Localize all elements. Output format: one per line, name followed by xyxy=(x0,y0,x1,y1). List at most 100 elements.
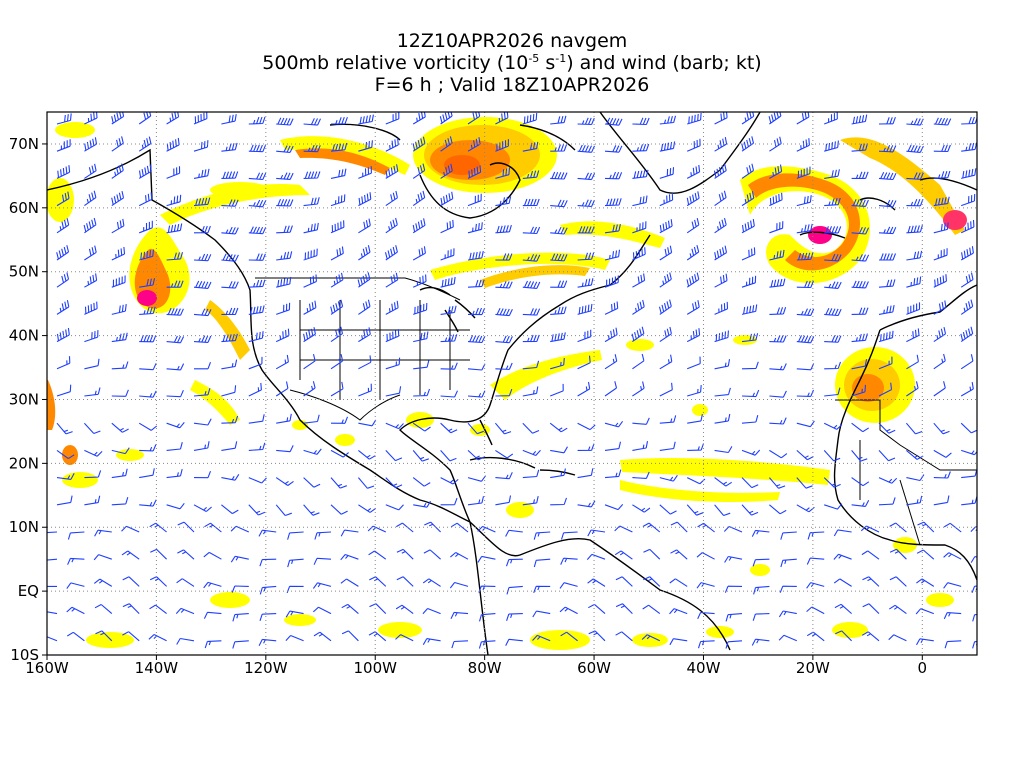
wind-barb xyxy=(467,496,485,506)
wind-barb xyxy=(577,329,592,343)
wind-barb xyxy=(823,422,843,430)
wind-barb xyxy=(686,164,701,179)
wind-barb xyxy=(669,608,688,615)
wind-barb xyxy=(878,117,896,125)
wind-barb xyxy=(194,362,212,370)
wind-barb xyxy=(358,299,371,315)
wind-barb xyxy=(988,300,1000,315)
wind-barb xyxy=(632,353,645,370)
wind-barb xyxy=(960,382,974,397)
wind-barb xyxy=(193,418,212,426)
wind-barb xyxy=(741,112,755,125)
wind-barb xyxy=(741,333,759,343)
wind-barb xyxy=(193,308,212,317)
latitude-label: 10N xyxy=(9,518,39,536)
wind-barb xyxy=(824,307,842,317)
wind-barb xyxy=(861,550,880,560)
wind-barb xyxy=(714,190,727,207)
wind-barb xyxy=(933,422,950,435)
wind-barb xyxy=(248,199,267,208)
wind-barb xyxy=(477,555,496,563)
wind-barb xyxy=(47,558,58,561)
wind-barb xyxy=(714,301,729,315)
wind-barb xyxy=(385,386,402,397)
wind-barb xyxy=(303,381,316,397)
wind-barb xyxy=(522,254,541,262)
wind-barb xyxy=(203,611,222,619)
wind-barb xyxy=(440,334,458,343)
wind-barb xyxy=(313,631,332,642)
wind-barb xyxy=(549,383,564,397)
longitude-label: 160W xyxy=(25,659,69,677)
wind-barb xyxy=(56,191,70,207)
vorticity-shading xyxy=(47,117,967,650)
wind-barb xyxy=(166,194,182,207)
wind-barb xyxy=(724,555,743,563)
wind-barb xyxy=(467,279,485,288)
wind-barb xyxy=(385,357,401,370)
wind-barb xyxy=(395,604,414,615)
wind-barb xyxy=(303,274,317,288)
wind-barb xyxy=(769,417,787,425)
wind-barb xyxy=(714,245,728,261)
wind-barb xyxy=(276,225,293,234)
wind-barb xyxy=(604,223,621,234)
wind-barb xyxy=(340,578,359,587)
wind-barb xyxy=(276,251,293,261)
wind-barb xyxy=(933,248,948,261)
wind-barb xyxy=(696,582,715,589)
wind-barb xyxy=(440,276,456,288)
wind-barb xyxy=(385,272,399,288)
wind-barb xyxy=(121,525,140,533)
wind-barb xyxy=(358,218,371,234)
wind-barb xyxy=(193,197,211,207)
wind-barb xyxy=(989,446,1006,452)
wind-barb xyxy=(449,581,469,589)
wind-barb xyxy=(83,422,101,435)
wind-barb xyxy=(358,383,372,397)
wind-barb xyxy=(889,548,907,560)
wind-barb xyxy=(177,521,195,533)
wind-barb xyxy=(111,112,125,125)
wind-barb xyxy=(878,450,896,462)
wind-barb xyxy=(522,495,539,506)
wind-barb xyxy=(888,634,907,642)
wind-barb xyxy=(860,525,880,533)
wind-barb xyxy=(943,582,962,589)
wind-barb xyxy=(989,499,1006,506)
wind-barb xyxy=(889,522,907,533)
wind-barb xyxy=(221,199,239,207)
wind-barb xyxy=(221,474,240,481)
wind-barb xyxy=(687,385,702,397)
wind-barb xyxy=(56,245,70,261)
wind-barb xyxy=(550,171,568,180)
wind-barb xyxy=(166,422,185,429)
wind-barb xyxy=(714,387,731,397)
wind-barb xyxy=(276,302,291,315)
wind-barb xyxy=(66,606,85,615)
wind-barb xyxy=(341,603,359,615)
wind-barb xyxy=(358,245,371,261)
wind-barb xyxy=(276,145,294,153)
wind-barb xyxy=(632,143,650,152)
wind-barb xyxy=(47,531,58,534)
wind-barb xyxy=(175,607,195,615)
wind-barb xyxy=(248,144,267,153)
wind-barb xyxy=(139,444,157,452)
longitude-label: 120W xyxy=(244,659,288,677)
wind-barb xyxy=(221,114,237,125)
wind-barb xyxy=(422,607,441,615)
wind-barb xyxy=(741,415,759,424)
wind-barb xyxy=(532,610,551,618)
wind-barb xyxy=(66,582,85,589)
wind-barb xyxy=(631,326,645,343)
wind-barb xyxy=(614,550,633,560)
wind-barb xyxy=(221,385,237,397)
wind-barb xyxy=(604,381,618,397)
wind-barb xyxy=(385,504,404,511)
wind-barb xyxy=(232,613,249,622)
latitude-label: EQ xyxy=(18,582,39,600)
wind-barb xyxy=(330,168,347,179)
wind-barb xyxy=(285,610,304,618)
wind-barb xyxy=(413,302,428,315)
